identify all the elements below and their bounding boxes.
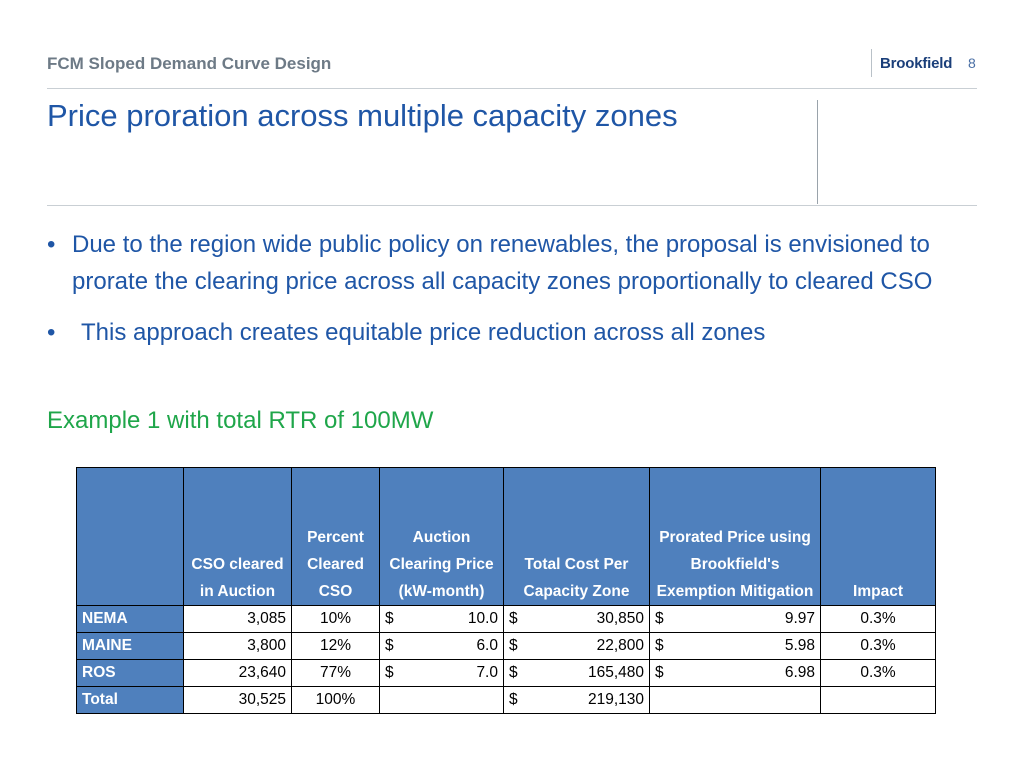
header-title: FCM Sloped Demand Curve Design bbox=[47, 54, 332, 73]
impact-value: 0.3% bbox=[860, 637, 896, 654]
impact-cell bbox=[820, 686, 936, 714]
impact-value: 0.3% bbox=[860, 610, 896, 627]
cost-cell: $22,800 bbox=[503, 632, 650, 660]
table-header-row: CSO cleared in Auction Percent Cleared C… bbox=[76, 467, 936, 606]
zone-cell: NEMA bbox=[76, 605, 184, 633]
percent-cell: 100% bbox=[291, 686, 380, 714]
column-header-prorated: Prorated Price using Brookfield's Exempt… bbox=[649, 467, 821, 606]
price-value: 10.0 bbox=[467, 610, 498, 627]
zone-cell: Total bbox=[76, 686, 184, 714]
column-header-cso: CSO cleared in Auction bbox=[183, 467, 292, 606]
percent-cell: 12% bbox=[291, 632, 380, 660]
impact-cell: 0.3% bbox=[820, 605, 936, 633]
price-currency: $ bbox=[385, 664, 394, 681]
cost-currency: $ bbox=[509, 664, 518, 681]
column-header-percent: Percent Cleared CSO bbox=[291, 467, 380, 606]
price-cell: $7.0 bbox=[379, 659, 504, 687]
price-cell: $6.0 bbox=[379, 632, 504, 660]
brookfield-logo: Brookfield bbox=[880, 55, 953, 72]
cso-value: 23,640 bbox=[238, 664, 286, 681]
prorated-cell: $6.98 bbox=[649, 659, 821, 687]
prorated-value: 6.98 bbox=[784, 664, 815, 681]
cost-currency: $ bbox=[509, 637, 518, 654]
cso-cell: 3,800 bbox=[183, 632, 292, 660]
bullet-icon: • bbox=[47, 231, 56, 258]
prorated-currency: $ bbox=[655, 637, 664, 654]
cost-value: 30,850 bbox=[596, 610, 644, 627]
zone-cell: MAINE bbox=[76, 632, 184, 660]
cso-value: 3,085 bbox=[247, 610, 286, 627]
bullet-icon: • bbox=[47, 319, 56, 346]
prorated-currency: $ bbox=[655, 610, 664, 627]
cost-currency: $ bbox=[509, 610, 518, 627]
cost-cell: $30,850 bbox=[503, 605, 650, 633]
zone-name: MAINE bbox=[82, 637, 132, 654]
zone-cell: ROS bbox=[76, 659, 184, 687]
table-row: MAINE 3,800 12% $6.0 $22,800 $5.98 0.3% bbox=[76, 632, 936, 660]
prorated-value: 5.98 bbox=[784, 637, 815, 654]
percent-value: 10% bbox=[319, 610, 352, 627]
title-rule bbox=[47, 205, 977, 206]
zone-name: Total bbox=[82, 691, 118, 708]
percent-cell: 77% bbox=[291, 659, 380, 687]
table-row: ROS 23,640 77% $7.0 $165,480 $6.98 0.3% bbox=[76, 659, 936, 687]
column-header-total-cost: Total Cost Per Capacity Zone bbox=[503, 467, 650, 606]
price-cell bbox=[379, 686, 504, 714]
price-value: 7.0 bbox=[476, 664, 498, 681]
cost-value: 165,480 bbox=[587, 664, 644, 681]
column-header-zone bbox=[76, 467, 184, 606]
impact-cell: 0.3% bbox=[820, 659, 936, 687]
title-divider bbox=[817, 100, 818, 204]
cso-cell: 23,640 bbox=[183, 659, 292, 687]
logo-divider bbox=[871, 49, 872, 77]
percent-value: 100% bbox=[315, 691, 356, 708]
prorated-cell bbox=[649, 686, 821, 714]
cost-value: 219,130 bbox=[587, 691, 644, 708]
zone-name: ROS bbox=[82, 664, 116, 681]
table-row: NEMA 3,085 10% $10.0 $30,850 $9.97 0.3% bbox=[76, 605, 936, 633]
table-row: Total 30,525 100% $219,130 bbox=[76, 686, 936, 714]
bullet-text: This approach creates equitable price re… bbox=[81, 319, 766, 346]
price-currency: $ bbox=[385, 637, 394, 654]
cso-cell: 30,525 bbox=[183, 686, 292, 714]
cso-value: 30,525 bbox=[238, 691, 286, 708]
bullet-item: • Due to the region wide public policy o… bbox=[47, 226, 947, 300]
cost-value: 22,800 bbox=[596, 637, 644, 654]
prorated-value: 9.97 bbox=[784, 610, 815, 627]
bullet-list: • Due to the region wide public policy o… bbox=[47, 226, 947, 351]
example-label: Example 1 with total RTR of 100MW bbox=[47, 407, 434, 434]
cost-currency: $ bbox=[509, 691, 518, 708]
proration-table: CSO cleared in Auction Percent Cleared C… bbox=[76, 467, 936, 714]
impact-cell: 0.3% bbox=[820, 632, 936, 660]
cso-value: 3,800 bbox=[247, 637, 286, 654]
header-rule bbox=[47, 88, 977, 89]
page-number: 8 bbox=[968, 55, 976, 71]
price-currency: $ bbox=[385, 610, 394, 627]
price-cell: $10.0 bbox=[379, 605, 504, 633]
column-header-impact: Impact bbox=[820, 467, 936, 606]
cost-cell: $219,130 bbox=[503, 686, 650, 714]
prorated-cell: $5.98 bbox=[649, 632, 821, 660]
prorated-currency: $ bbox=[655, 664, 664, 681]
cost-cell: $165,480 bbox=[503, 659, 650, 687]
percent-value: 77% bbox=[319, 664, 352, 681]
bullet-text: Due to the region wide public policy on … bbox=[72, 231, 933, 295]
price-value: 6.0 bbox=[476, 637, 498, 654]
impact-value: 0.3% bbox=[860, 664, 896, 681]
prorated-cell: $9.97 bbox=[649, 605, 821, 633]
column-header-price: Auction Clearing Price (kW-month) bbox=[379, 467, 504, 606]
cso-cell: 3,085 bbox=[183, 605, 292, 633]
zone-name: NEMA bbox=[82, 610, 128, 627]
bullet-item: • This approach creates equitable price … bbox=[47, 314, 947, 351]
slide-title: Price proration across multiple capacity… bbox=[47, 98, 678, 133]
percent-value: 12% bbox=[319, 637, 352, 654]
percent-cell: 10% bbox=[291, 605, 380, 633]
